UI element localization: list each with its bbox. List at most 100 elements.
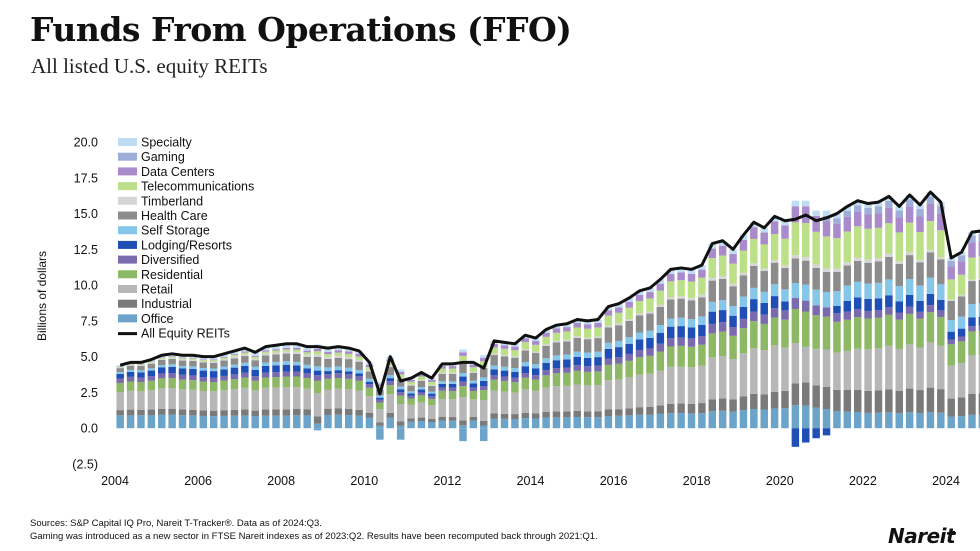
bar-segment-diversified — [947, 339, 955, 345]
bar-segment-lodging-resorts — [490, 369, 498, 376]
bar-stack — [781, 220, 789, 429]
bar-segment-industrial — [656, 405, 665, 414]
bar-segment-retail — [874, 348, 883, 391]
bar-segment-self-storage — [625, 337, 633, 344]
bar-segment-self-storage — [344, 367, 353, 372]
bar-segment-specialty — [625, 297, 633, 302]
bar-segment-retail — [937, 345, 945, 390]
bar-segment-telecommunications — [417, 376, 426, 380]
bar-segment-industrial — [282, 409, 291, 416]
bar-segment-telecommunications — [209, 360, 218, 362]
bar-segment-office — [978, 414, 980, 429]
bar-segment-health-care — [635, 315, 644, 333]
bar-segment-industrial — [770, 391, 779, 409]
bar-segment-retail — [469, 399, 478, 417]
bar-segment-data-centers — [490, 343, 498, 348]
bar-segment-data-centers — [293, 347, 301, 350]
bar-segment-office — [739, 410, 748, 429]
bar-segment-residential — [750, 321, 758, 349]
bar-segment-health-care — [781, 268, 789, 290]
bar-segment-telecommunications — [874, 227, 883, 259]
bar-stack — [750, 222, 758, 429]
bar-segment-telecommunications — [230, 355, 239, 357]
bar-segment-office — [355, 415, 363, 429]
bar-segment-specialty — [396, 369, 405, 372]
bar-segment-specialty — [459, 349, 467, 353]
bar-segment-residential — [313, 380, 322, 394]
bar-segment-retail — [864, 349, 872, 391]
bar-segment-diversified — [635, 349, 644, 358]
bar-segment-office — [833, 410, 841, 429]
bar-segment-industrial — [116, 410, 124, 416]
bar-segment-timberland — [563, 339, 571, 342]
bar-segment-specialty — [324, 348, 332, 352]
bar-stack — [521, 335, 530, 429]
bar-segment-retail — [334, 388, 343, 409]
bar-segment-retail — [552, 386, 561, 412]
bar-segment-timberland — [438, 372, 446, 374]
bar-segment-self-storage — [189, 366, 197, 369]
bar-stack — [853, 200, 862, 429]
bar-segment-residential — [677, 345, 685, 367]
bar-segment-health-care — [168, 358, 176, 365]
bar-segment-industrial — [812, 385, 820, 408]
bar-segment-industrial — [750, 393, 758, 410]
y-tick-label: 17.5 — [74, 171, 98, 185]
bar-segment-diversified — [729, 327, 737, 336]
bar-segment-lodging-resorts — [365, 381, 374, 385]
bar-segment-specialty — [480, 355, 488, 358]
bar-segment-industrial — [687, 403, 696, 414]
bar-segment-office — [968, 414, 976, 429]
bar-segment-retail — [126, 390, 135, 410]
legend-swatch — [118, 167, 137, 176]
bar-segment-residential — [604, 364, 613, 381]
bar-segment-residential — [531, 379, 540, 391]
bar-segment-office — [272, 415, 280, 429]
bar-segment-health-care — [625, 320, 633, 338]
bar-segment-self-storage — [968, 304, 976, 318]
bar-segment-office — [158, 414, 166, 429]
bar-segment-timberland — [542, 344, 550, 346]
bar-segment-data-centers — [500, 345, 509, 349]
bar-segment-diversified — [531, 375, 540, 380]
bar-segment-office — [698, 413, 706, 429]
bar-segment-telecommunications — [708, 258, 717, 278]
bar-segment-gaming — [874, 206, 883, 214]
bar-segment-self-storage — [822, 291, 831, 308]
bar-segment-timberland — [583, 337, 592, 340]
bar-segment-lodging-resorts — [698, 325, 706, 337]
bar-segment-telecommunications — [469, 367, 478, 372]
bar-segment-diversified — [874, 310, 883, 318]
bar-segment-retail — [178, 389, 187, 410]
bar-segment-retail — [396, 403, 405, 422]
bar-segment-retail — [209, 391, 218, 411]
bar-segment-self-storage — [531, 364, 540, 369]
bar-stack — [718, 240, 727, 429]
bar-segment-self-storage — [916, 285, 924, 301]
bar-segment-timberland — [521, 349, 530, 351]
bar-segment-lodging-resorts — [230, 367, 239, 375]
bar-segment-lodging-resorts — [864, 298, 872, 311]
bar-segment-office — [947, 416, 955, 429]
nareit-logo: Nareit — [888, 524, 956, 548]
bar-segment-health-care — [272, 354, 280, 362]
bar-segment-retail — [220, 390, 228, 411]
bar-segment-data-centers — [563, 327, 571, 332]
bar-segment-retail — [947, 365, 955, 399]
bar-segment-retail — [781, 347, 789, 391]
bar-segment-health-care — [241, 356, 249, 363]
bar-segment-lodging-resorts — [303, 368, 311, 374]
bar-segment-data-centers — [874, 213, 883, 228]
bar-segment-diversified — [656, 343, 665, 352]
bar-segment-industrial — [158, 408, 166, 415]
bar-segment-industrial — [937, 389, 945, 413]
bar-segment-retail — [158, 388, 166, 409]
bar-segment-retail — [303, 388, 311, 410]
bar-segment-retail — [168, 388, 176, 409]
bar-segment-diversified — [573, 365, 581, 371]
bar-segment-self-storage — [293, 361, 301, 366]
bar-segment-diversified — [168, 373, 176, 378]
bar-segment-data-centers — [853, 211, 862, 227]
bar-segment-self-storage — [147, 368, 156, 371]
bar-segment-data-centers — [615, 307, 623, 313]
